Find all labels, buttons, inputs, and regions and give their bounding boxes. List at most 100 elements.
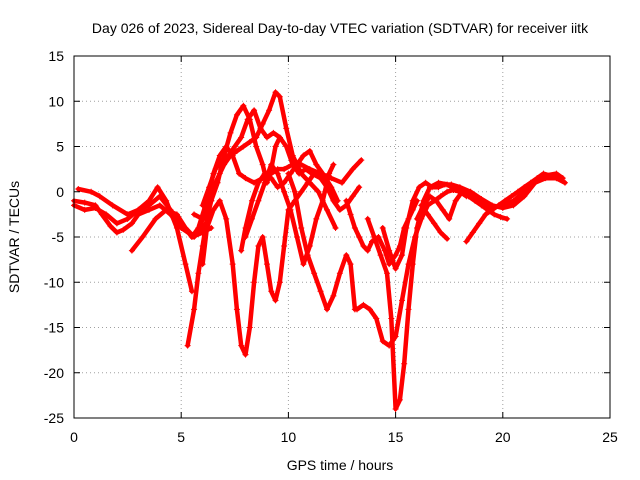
data-point bbox=[281, 188, 288, 195]
data-point bbox=[287, 206, 294, 213]
data-point bbox=[336, 270, 343, 277]
series-trace bbox=[365, 175, 568, 412]
data-point bbox=[248, 197, 255, 204]
data-point bbox=[221, 152, 228, 159]
data-point bbox=[266, 107, 273, 114]
data-point bbox=[154, 184, 161, 191]
data-point bbox=[191, 306, 198, 313]
data-point bbox=[311, 270, 318, 277]
data-point bbox=[489, 206, 496, 213]
data-point bbox=[208, 197, 215, 204]
data-point bbox=[326, 170, 333, 177]
data-point bbox=[298, 224, 305, 231]
data-point bbox=[343, 197, 350, 204]
data-point bbox=[251, 279, 258, 286]
x-tick-label: 5 bbox=[177, 429, 185, 445]
data-point bbox=[433, 197, 440, 204]
data-point bbox=[444, 235, 451, 242]
data-point bbox=[263, 134, 270, 141]
x-tick-label: 0 bbox=[70, 429, 78, 445]
data-point bbox=[92, 202, 99, 209]
data-point bbox=[276, 134, 283, 141]
data-point bbox=[276, 93, 283, 100]
data-point bbox=[263, 261, 270, 268]
data-point bbox=[109, 202, 116, 209]
axis-ticks: 0 5 10 15 20 25 -25 -20 -15 -10 -5 0 5 10 15 bbox=[44, 48, 618, 445]
data-point bbox=[465, 193, 472, 200]
plot-area bbox=[71, 89, 568, 412]
data-point bbox=[113, 229, 120, 236]
data-point bbox=[75, 186, 82, 193]
data-point bbox=[323, 206, 330, 213]
data-point bbox=[188, 234, 195, 240]
data-point bbox=[405, 306, 412, 313]
data-point bbox=[268, 175, 275, 182]
chart-title: Day 026 of 2023, Sidereal Day-to-day VTE… bbox=[92, 20, 589, 36]
data-point bbox=[270, 129, 277, 136]
data-point bbox=[274, 184, 281, 191]
data-point bbox=[300, 261, 307, 268]
data-point bbox=[212, 179, 219, 186]
data-point bbox=[242, 351, 249, 358]
data-point bbox=[514, 188, 521, 195]
series-pass-12 bbox=[285, 170, 358, 313]
data-point bbox=[233, 111, 240, 118]
y-tick-label: -10 bbox=[44, 274, 64, 290]
data-point bbox=[206, 184, 213, 191]
data-point bbox=[424, 211, 431, 218]
data-point bbox=[437, 193, 444, 200]
data-point bbox=[272, 143, 279, 150]
data-point bbox=[236, 170, 243, 177]
data-point bbox=[456, 184, 463, 191]
y-tick-label: 15 bbox=[48, 48, 64, 64]
series-pass-19 bbox=[463, 170, 566, 245]
y-tick-label: 0 bbox=[56, 184, 64, 200]
data-point bbox=[388, 315, 395, 322]
data-point bbox=[139, 234, 146, 240]
data-point bbox=[521, 193, 528, 200]
data-point bbox=[182, 224, 189, 231]
data-point bbox=[231, 143, 238, 150]
data-point bbox=[255, 197, 262, 204]
data-point bbox=[366, 306, 373, 313]
data-point bbox=[399, 252, 406, 259]
data-point bbox=[223, 215, 230, 222]
data-point bbox=[354, 306, 361, 313]
data-point bbox=[317, 175, 324, 182]
data-point bbox=[293, 234, 300, 240]
data-point bbox=[304, 179, 311, 186]
data-point bbox=[347, 211, 354, 218]
data-point bbox=[478, 195, 485, 202]
series-pass-01 bbox=[71, 184, 195, 295]
data-point bbox=[334, 197, 341, 204]
data-point bbox=[386, 261, 393, 268]
y-tick-label: -5 bbox=[52, 229, 65, 245]
data-point bbox=[199, 261, 206, 268]
data-point bbox=[491, 211, 498, 218]
data-point bbox=[124, 211, 131, 218]
data-point bbox=[212, 166, 219, 173]
data-point bbox=[238, 247, 245, 254]
data-point bbox=[499, 205, 506, 212]
data-point bbox=[221, 161, 228, 168]
series-trace bbox=[286, 171, 358, 312]
data-point bbox=[358, 157, 365, 164]
data-point bbox=[469, 229, 476, 236]
data-point bbox=[527, 179, 534, 186]
data-point bbox=[396, 396, 403, 403]
data-point bbox=[401, 360, 408, 367]
data-point bbox=[255, 243, 262, 250]
data-point bbox=[364, 247, 371, 254]
data-point bbox=[360, 301, 367, 308]
grid bbox=[74, 56, 610, 418]
data-point bbox=[259, 234, 266, 240]
data-point bbox=[156, 202, 163, 209]
data-point bbox=[268, 288, 275, 295]
data-point bbox=[471, 197, 478, 204]
series-pass-08 bbox=[184, 89, 339, 349]
data-point bbox=[233, 148, 240, 155]
data-point bbox=[482, 211, 489, 218]
data-point bbox=[467, 188, 474, 195]
x-tick-label: 25 bbox=[602, 429, 618, 445]
data-point bbox=[546, 172, 553, 179]
